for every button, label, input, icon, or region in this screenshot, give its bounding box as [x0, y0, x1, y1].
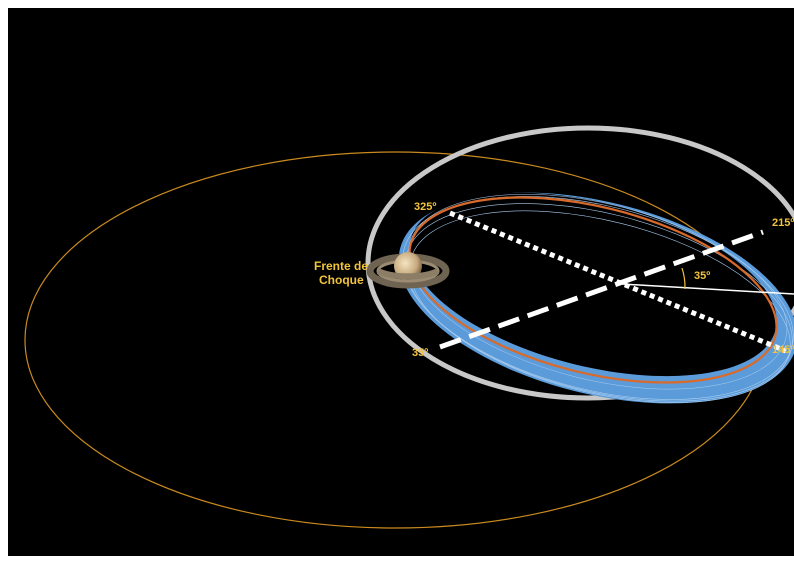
bow-shock-label-line1: Frente de [314, 259, 368, 273]
reference-line [621, 283, 794, 295]
orbit-diagram: Frente de Choque 325º 215º 35º 145º 35º [24, 125, 794, 529]
bow-shock-label-line2: Choque [319, 273, 364, 287]
angle-arc [681, 267, 686, 290]
highlight-orbit [408, 196, 778, 384]
angle-label-35-arc: 35º [694, 270, 710, 282]
angle-label-325: 325º [414, 201, 436, 213]
dashed-line-35-215 [439, 229, 764, 350]
orbit-bundle [398, 192, 794, 404]
angle-label-215: 215º [772, 217, 794, 229]
bow-shock-ellipse [365, 125, 794, 401]
diagram-frame: Frente de Choque 325º 215º 35º 145º 35º [8, 8, 794, 556]
angle-label-35-left: 35º [412, 347, 428, 359]
angle-label-145: 145º [772, 344, 794, 356]
saturn-icon [366, 252, 450, 289]
